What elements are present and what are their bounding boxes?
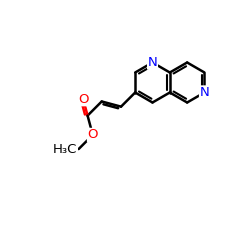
Text: N: N	[200, 86, 209, 99]
Text: H₃C: H₃C	[53, 142, 77, 156]
Text: N: N	[148, 56, 158, 69]
Text: O: O	[78, 93, 88, 106]
Text: O: O	[88, 128, 98, 141]
